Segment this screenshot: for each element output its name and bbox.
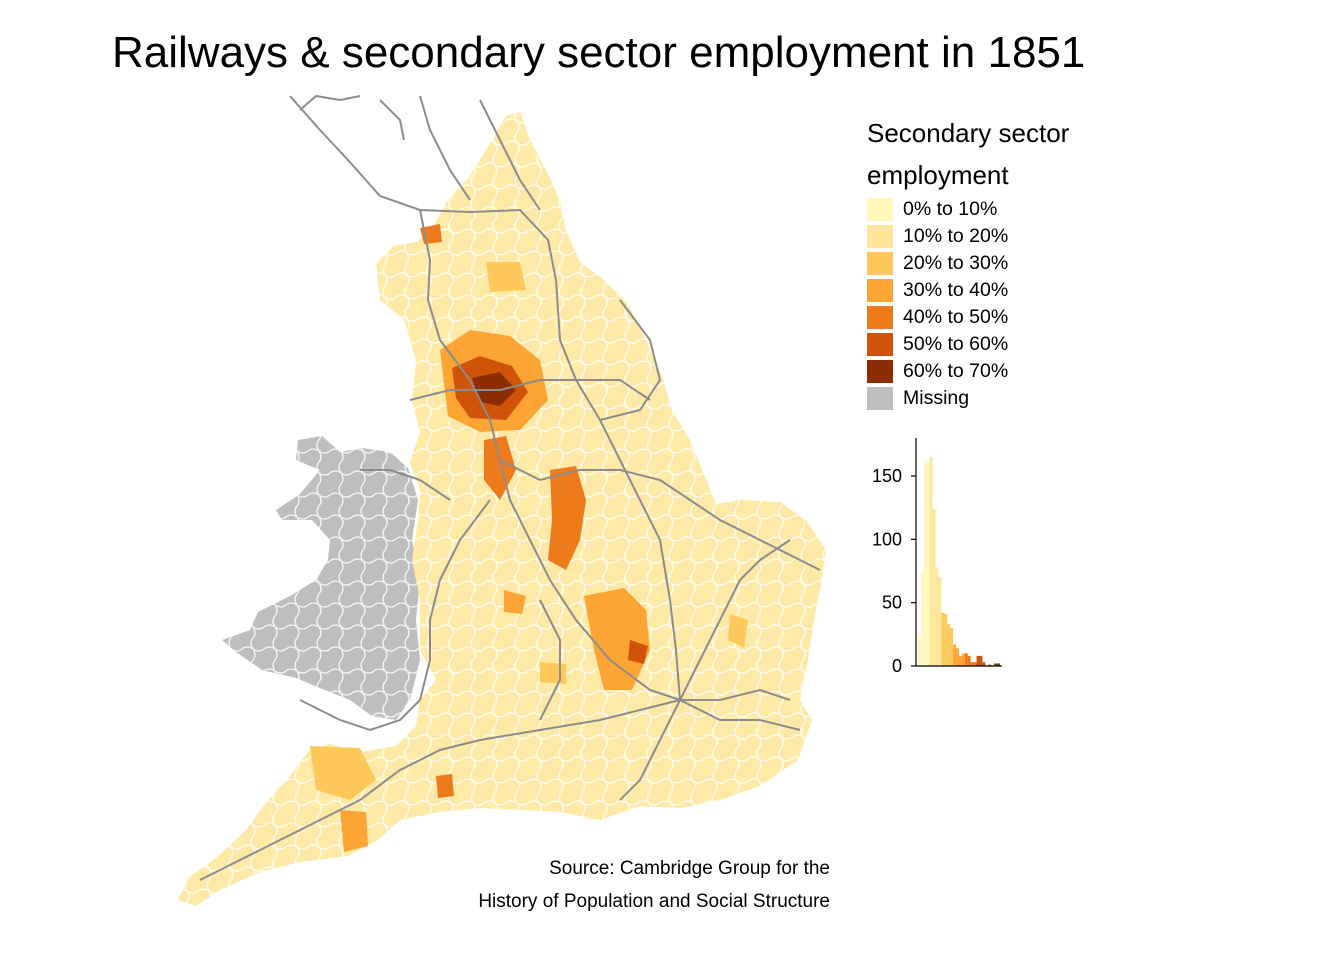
legend-swatch [867, 333, 893, 356]
industrial-clusters [310, 224, 748, 852]
legend-item: 0% to 10% [867, 196, 1127, 223]
histogram-bar [997, 663, 1000, 666]
legend-swatch [867, 387, 893, 410]
legend: Secondary sector employment 0% to 10% 10%… [867, 112, 1127, 412]
histogram-tick-label: 50 [882, 593, 902, 613]
histogram-tick-label: 100 [872, 529, 902, 549]
source-note-line-2: History of Population and Social Structu… [478, 891, 830, 912]
legend-swatch [867, 306, 893, 329]
histogram-bar [944, 614, 948, 666]
legend-label: 40% to 50% [903, 306, 1009, 328]
legend-title: Secondary sector employment [867, 112, 1127, 196]
histogram-bar [961, 653, 965, 666]
legend-label: 10% to 20% [903, 225, 1009, 247]
histogram-bar [956, 648, 959, 666]
histogram-bar [938, 577, 942, 666]
legend-item: 10% to 20% [867, 223, 1127, 250]
railway-lines [199, 95, 821, 881]
histogram-bar [932, 508, 936, 666]
histogram-bar [923, 463, 927, 666]
histogram-bar [988, 664, 992, 666]
legend-swatch [867, 225, 893, 248]
histogram-bar [941, 612, 945, 666]
histogram-bar [964, 653, 968, 666]
histogram-bar [929, 457, 933, 666]
histogram-bars [918, 457, 1000, 666]
histogram-bar [973, 662, 977, 666]
legend-title-line-1: Secondary sector [867, 118, 1070, 148]
legend-label: Missing [903, 387, 970, 409]
histogram-bar [920, 573, 924, 666]
histogram-bar [970, 662, 974, 666]
legend-label: 50% to 60% [903, 333, 1009, 355]
legend-label: 60% to 70% [903, 360, 1009, 382]
histogram-bar [979, 655, 983, 666]
histogram-bar [982, 662, 986, 666]
histogram-bar [935, 567, 939, 666]
histogram-bar [967, 655, 971, 666]
map-title: Railways & secondary sector employment i… [112, 28, 1086, 77]
legend-label: 20% to 30% [903, 252, 1009, 274]
histogram-tick-label: 0 [892, 656, 902, 676]
legend-swatch [867, 360, 893, 383]
histogram-bar [926, 460, 930, 666]
histogram: 0 50 100 150 [872, 438, 1002, 676]
legend-item: 40% to 50% [867, 304, 1127, 331]
legend-items: 0% to 10% 10% to 20% 20% to 30% 30% to 40% 4… [867, 196, 1127, 412]
histogram-bar [994, 663, 998, 666]
legend-item: Missing [867, 385, 1127, 412]
legend-item: 50% to 60% [867, 331, 1127, 358]
legend-swatch [867, 279, 893, 302]
legend-swatch [867, 198, 893, 221]
legend-swatch [867, 252, 893, 275]
source-note-line-1: Source: Cambridge Group for the [549, 858, 830, 879]
histogram-bar [959, 655, 962, 666]
legend-item: 30% to 40% [867, 277, 1127, 304]
histogram-tick-label: 150 [872, 466, 902, 486]
histogram-y-ticks: 0 50 100 150 [872, 466, 916, 676]
legend-label: 30% to 40% [903, 279, 1009, 301]
histogram-bar [953, 644, 957, 666]
legend-item: 60% to 70% [867, 358, 1127, 385]
legend-item: 20% to 30% [867, 250, 1127, 277]
histogram-bar [947, 624, 951, 666]
histogram-bar [918, 638, 921, 666]
legend-title-line-2: employment [867, 160, 1009, 190]
histogram-bar [950, 628, 954, 666]
legend-label: 0% to 10% [903, 198, 998, 220]
histogram-bar [976, 655, 980, 666]
